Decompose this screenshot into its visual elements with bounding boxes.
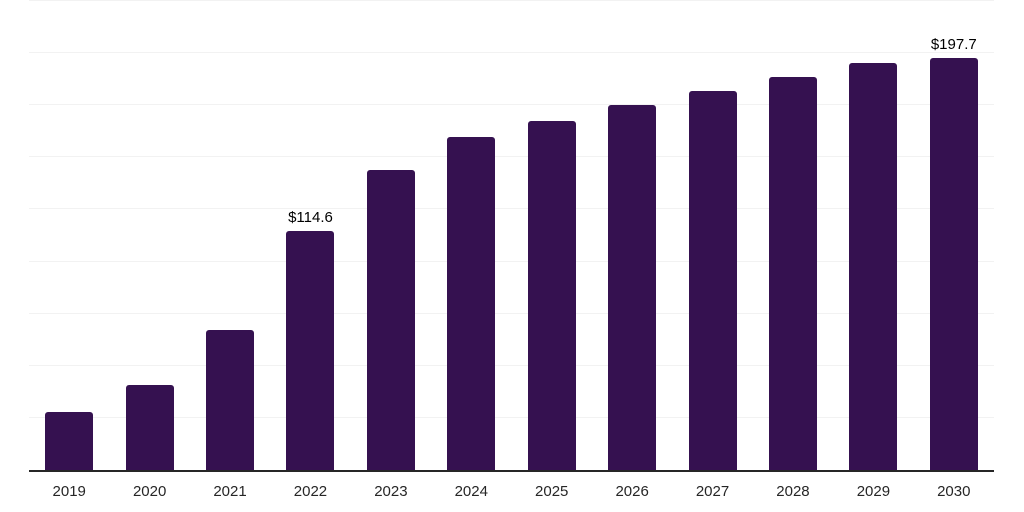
- bar-2024: [447, 136, 496, 470]
- bar-2025: [527, 121, 576, 470]
- x-tick-2025: 2025: [535, 483, 569, 500]
- gridline: [29, 416, 994, 418]
- x-tick-2027: 2027: [695, 483, 730, 500]
- gridline: [29, 364, 994, 366]
- gridline: [29, 208, 994, 210]
- gridline: [29, 0, 994, 1]
- x-tick-2026: 2026: [615, 483, 649, 500]
- x-tick-2020: 2020: [132, 483, 167, 500]
- bar-2027: [688, 91, 737, 470]
- bar-2030: [929, 57, 978, 470]
- bar-2020: [125, 384, 174, 470]
- bar-2023: [366, 170, 415, 470]
- x-tick-2019: 2019: [52, 483, 86, 500]
- gridline: [29, 260, 994, 262]
- x-tick-2024: 2024: [454, 483, 488, 500]
- value-label-2030: $197.7: [930, 35, 977, 53]
- x-tick-2022: 2022: [293, 483, 328, 500]
- x-tick-2029: 2029: [856, 483, 891, 500]
- bar-2028: [768, 77, 817, 470]
- bar-2019: [45, 412, 94, 470]
- plot-area: $114.6 $197.7: [29, 0, 994, 472]
- x-tick-2023: 2023: [374, 483, 408, 500]
- x-tick-2028: 2028: [776, 483, 810, 500]
- gridline: [29, 156, 994, 158]
- gridline: [29, 52, 994, 54]
- gridline: [29, 104, 994, 106]
- bar-2021: [206, 329, 255, 470]
- x-axis: 2019 2020 2021 2022 2023 2024 2025 2026 2027 2028…: [29, 483, 994, 503]
- bar-2026: [608, 105, 657, 470]
- bar-2022: [286, 231, 335, 470]
- bar-2029: [849, 63, 898, 470]
- x-tick-2030: 2030: [937, 483, 971, 500]
- gridline: [29, 312, 994, 314]
- x-tick-2021: 2021: [213, 483, 247, 500]
- value-label-2022: $114.6: [288, 209, 333, 227]
